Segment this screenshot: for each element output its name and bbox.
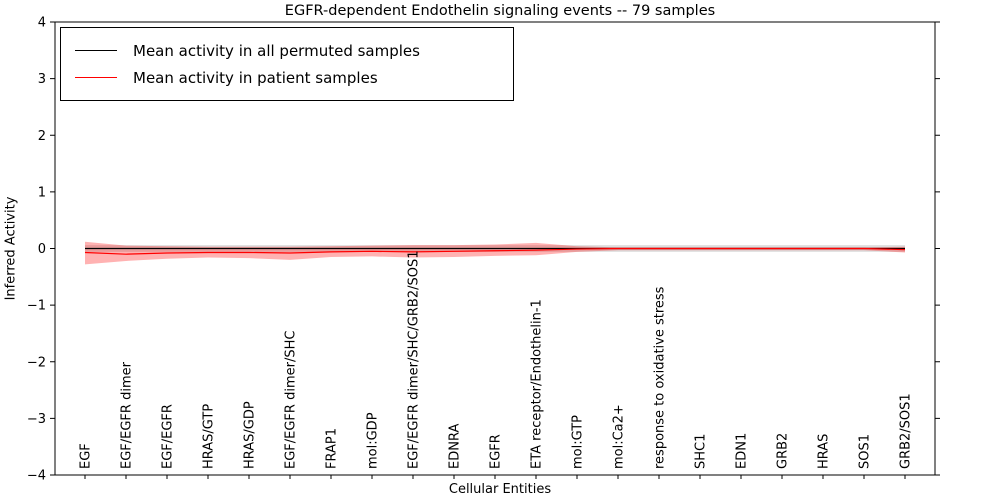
x-axis-label: Cellular Entities	[448, 482, 552, 497]
x-tick-label: EGF/EGFR	[161, 404, 176, 469]
x-tick-label: EDN1	[735, 433, 750, 469]
x-tick-label: EGF/EGFR dimer	[120, 361, 135, 469]
legend-line-patient-icon	[75, 77, 117, 78]
x-tick-label: EGF/EGFR dimer/SHC	[284, 331, 299, 469]
x-tick-label: mol:GTP	[571, 415, 586, 469]
x-tick-label: GRB2	[776, 433, 791, 469]
x-tick-label: HRAS	[817, 434, 832, 469]
x-tick-label: SOS1	[858, 434, 873, 469]
x-tick-label: GRB2/SOS1	[899, 393, 914, 469]
legend-line-permuted-icon	[75, 50, 117, 51]
legend-item-permuted: Mean activity in all permuted samples	[75, 37, 495, 64]
y-tick-label: 0	[38, 242, 46, 257]
legend-label-permuted: Mean activity in all permuted samples	[133, 41, 420, 60]
y-axis-label: Inferred Activity	[3, 196, 19, 301]
y-tick-label: −3	[27, 412, 46, 427]
x-tick-label: EGFR	[489, 434, 504, 469]
axes-frame	[54, 21, 936, 476]
x-tick-label: SHC1	[694, 434, 709, 469]
x-tick-label: EGF	[79, 443, 94, 469]
x-tick-label: EDNRA	[448, 424, 463, 469]
y-tick-label: 1	[38, 185, 46, 200]
legend: Mean activity in all permuted samples Me…	[60, 27, 514, 101]
x-tick-label: mol:Ca2+	[612, 404, 627, 469]
y-tick-label: −1	[27, 299, 46, 314]
x-tick-label: HRAS/GTP	[202, 404, 217, 469]
x-tick-label: EGF/EGFR dimer/SHC/GRB2/SOS1	[407, 251, 422, 470]
x-tick-label: FRAP1	[325, 428, 340, 469]
chart-title: EGFR-dependent Endothelin signaling even…	[284, 3, 716, 19]
y-tick-label: 3	[38, 72, 46, 87]
y-tick-label: −4	[27, 469, 46, 484]
series-line-1	[84, 247, 906, 255]
x-tick-label: response to oxidative stress	[653, 286, 668, 469]
x-tick-label: HRAS/GDP	[243, 401, 258, 469]
legend-label-patient: Mean activity in patient samples	[133, 68, 378, 87]
x-tick-label: mol:GDP	[366, 412, 381, 469]
x-tick-label: ETA receptor/Endothelin-1	[530, 299, 545, 469]
y-tick-label: 4	[38, 16, 46, 31]
legend-item-patient: Mean activity in patient samples	[75, 64, 495, 91]
y-tick-label: −2	[27, 355, 46, 370]
band-1	[85, 241, 905, 265]
y-tick-label: 2	[38, 129, 46, 144]
